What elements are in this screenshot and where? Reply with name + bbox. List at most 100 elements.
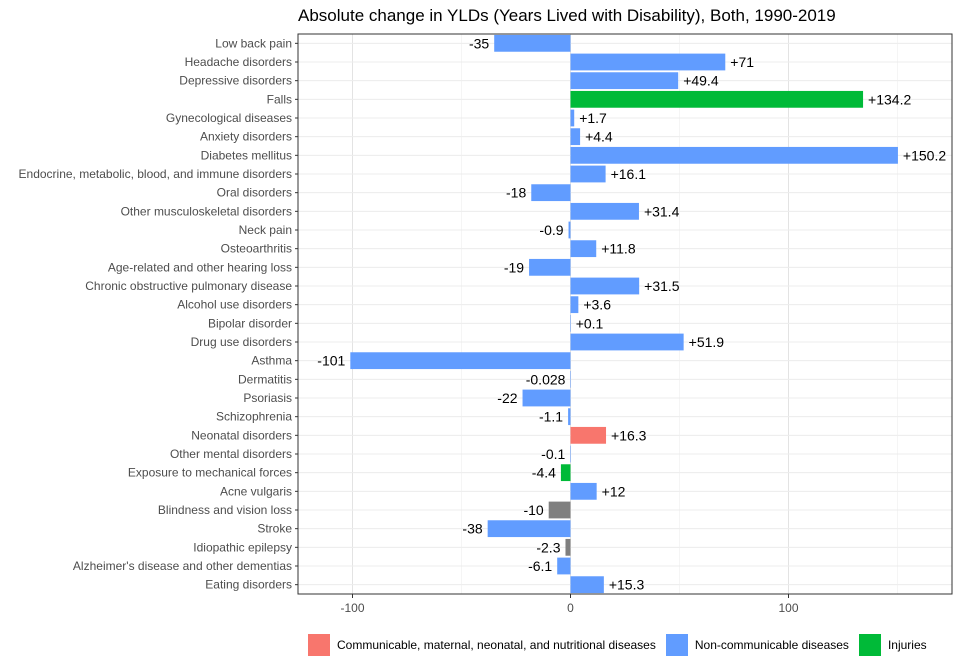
bar [560,464,571,482]
plot-panel [298,34,952,594]
category-label: Age-related and other hearing loss [108,260,292,274]
bar [570,333,684,351]
bar [548,501,571,519]
bar [570,240,597,258]
bar-value-label: +31.4 [644,203,680,219]
bar [570,128,581,146]
bar-value-label: -101 [317,353,345,369]
bar [570,146,898,164]
category-label: Alzheimer's disease and other dementias [73,559,292,573]
bar-value-label: +49.4 [683,73,719,89]
category-label: Drug use disorders [191,335,292,349]
bar-value-label: +12 [602,483,626,499]
category-label: Bipolar disorder [208,316,292,330]
legend-swatch-communicable [308,634,330,656]
bar [568,221,571,239]
plot-border [297,33,953,595]
bar [570,576,604,594]
x-tick-label: 0 [567,601,574,615]
category-label: Depressive disorders [179,74,292,88]
category-label: Diabetes mellitus [201,148,292,162]
bar [565,538,571,556]
category-label: Neonatal disorders [191,428,292,442]
bar [522,389,571,407]
category-label: Other musculoskeletal disorders [121,204,292,218]
category-label: Psoriasis [243,391,292,405]
bar-chart: -35 Low back pain +71 Headache disorders +49… [19,33,953,615]
category-label: Falls [267,92,292,106]
category-label: Alcohol use disorders [177,298,292,312]
category-label: Eating disorders [205,578,292,592]
legend-swatch-injuries [858,634,881,656]
category-label: Acne vulgaris [220,484,292,498]
bar-value-label: +16.1 [611,166,647,182]
bar [570,370,571,388]
bar-value-label: +150.2 [903,147,946,163]
category-label: Low back pain [215,36,292,50]
legend-label-injuries: Injuries [887,638,927,652]
category-label: Asthma [251,354,292,368]
legend-label-communicable: Communicable, maternal, neonatal, and nu… [337,638,656,652]
chart-legend: Communicable, maternal, neonatal, and nu… [308,634,937,656]
bar [557,557,571,575]
bar-value-label: +16.3 [611,427,647,443]
x-tick-label: 100 [778,601,798,615]
bar [570,445,571,463]
bar-value-label: +4.4 [585,129,613,145]
legend-label-ncd: Non-communicable diseases [694,638,849,652]
category-label: Oral disorders [217,186,292,200]
bar [494,34,571,52]
bar-value-label: -19 [504,259,524,275]
bar [570,165,606,183]
bar [570,482,597,500]
bar [570,72,679,90]
bar [570,277,640,295]
legend-swatch-ncd [665,634,688,656]
bar-value-label: +15.3 [609,577,645,593]
bar-value-label: -38 [462,521,482,537]
category-label: Stroke [257,522,292,536]
chart-title: Absolute change in YLDs (Years Lived wit… [298,6,836,25]
category-label: Idiopathic epilepsy [193,540,292,554]
bar [570,90,864,108]
bar [570,109,575,127]
bar-value-label: +71 [730,54,754,70]
bar-value-label: -0.028 [526,371,566,387]
legend-item-communicable: Communicable, maternal, neonatal, and nu… [308,634,656,656]
bar-value-label: +1.7 [579,110,607,126]
bar [570,202,639,220]
bar [350,352,571,370]
category-label: Gynecological diseases [166,111,292,125]
bar [568,408,571,426]
category-label: Other mental disorders [170,447,292,461]
category-label: Schizophrenia [216,410,292,424]
bar-value-label: -18 [506,185,526,201]
bar [531,184,571,202]
category-label: Exposure to mechanical forces [128,466,292,480]
category-label: Osteoarthritis [221,242,292,256]
bar-value-label: -4.4 [532,465,556,481]
bar [570,53,726,71]
category-label: Dermatitis [238,372,292,386]
bar [487,520,571,538]
category-label: Neck pain [239,223,292,237]
bar [570,314,571,332]
bar-value-label: -1.1 [539,409,563,425]
bar-value-label: -6.1 [528,558,552,574]
bar-value-label: -0.9 [539,222,563,238]
category-label: Anxiety disorders [200,130,292,144]
category-label: Headache disorders [185,55,292,69]
legend-item-injuries: Injuries [858,634,927,656]
bar [570,296,579,314]
legend-item-ncd: Non-communicable diseases [665,634,849,656]
bar-value-label: -10 [523,502,543,518]
bar [529,258,571,276]
bar-value-label: -22 [497,390,517,406]
bar-value-label: +31.5 [644,278,680,294]
category-label: Endocrine, metabolic, blood, and immune … [19,167,292,181]
bar-value-label: +0.1 [576,315,604,331]
category-label: Chronic obstructive pulmonary disease [85,279,292,293]
bar-value-label: -0.1 [541,446,565,462]
bar-value-label: -2.3 [536,539,560,555]
bar-value-label: +134.2 [868,91,911,107]
